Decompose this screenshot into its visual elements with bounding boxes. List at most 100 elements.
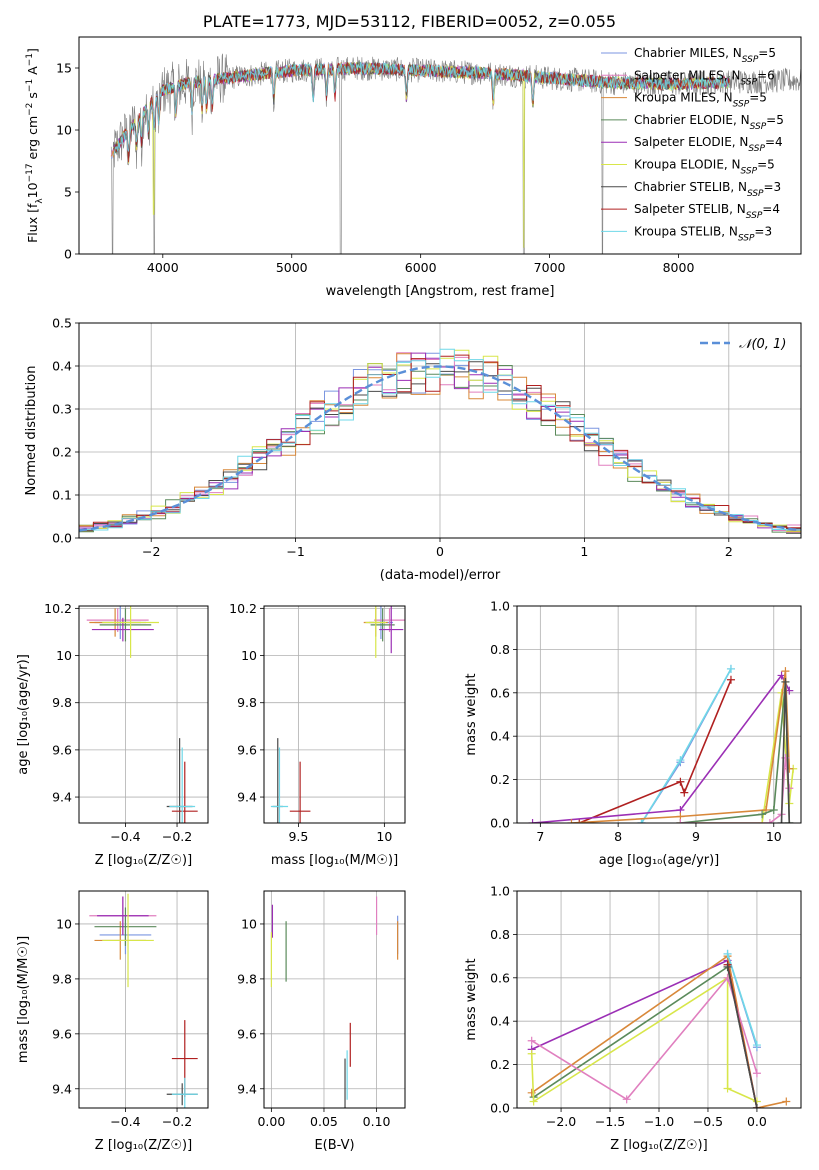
legend-label-text: Chabrier STELIB, N <box>634 180 747 194</box>
x-tick-label: 5000 <box>276 260 308 275</box>
x-axis-label: age [log₁₀(age/yr)] <box>599 853 720 868</box>
panel-mass_weight_vs_Z: −2.0 −1.5 −1.0 −0.5 0.0 0.0 0.2 0.4 0.6 0.8 1.0 Z [… <box>464 884 802 1153</box>
weight-marker <box>758 819 767 823</box>
x-tick-label: −1 <box>286 544 304 559</box>
y-axis-label: Normed distribution <box>24 366 39 496</box>
x-tick-label: 8 <box>614 829 622 844</box>
weight-marker <box>527 1088 536 1097</box>
legend-label-tail: =6 <box>757 68 775 82</box>
weight-marker <box>527 1049 536 1058</box>
y-tick-label: 0.4 <box>490 729 510 744</box>
weight-marker <box>752 1041 761 1050</box>
weight-marker <box>680 788 689 797</box>
weight-line <box>680 692 794 823</box>
x-tick-label: −2.0 <box>546 1114 576 1129</box>
figure-title: PLATE=1773, MJD=53112, FIBERID=0052, z=0… <box>202 12 617 31</box>
legend-label-tail: =3 <box>764 180 782 194</box>
x-axis-label: Z [log₁₀(Z/Z☉)] <box>610 1138 707 1153</box>
x-tick-label: −0.5 <box>693 1114 723 1129</box>
weight-marker <box>769 805 778 814</box>
x-axis-label: Z [log₁₀(Z/Z☉)] <box>95 853 192 868</box>
panel-residuals: −2 −1 0 1 2 0.0 0.1 0.2 0.3 0.4 0.5 (data-model)/er… <box>24 316 802 583</box>
legend-label-tail: =3 <box>754 224 772 238</box>
legend-label-tail: =5 <box>766 113 784 127</box>
y-tick-label: 0.6 <box>490 970 510 985</box>
y-axis-label: age [log₁₀(age/yr)] <box>16 654 31 775</box>
x-tick-label: 7 <box>536 829 544 844</box>
y-tick-label: 9.4 <box>237 790 257 805</box>
weight-marker <box>781 677 790 686</box>
x-tick-label: 0.05 <box>310 1114 338 1129</box>
weight-marker <box>676 756 685 765</box>
weight-line <box>532 673 791 823</box>
y-axis-label: mass weight <box>464 673 479 755</box>
x-tick-label: 4000 <box>147 260 179 275</box>
x-tick-label: 2 <box>725 544 733 559</box>
legend-label-text: Kroupa STELIB, N <box>634 224 738 238</box>
y-axis-label-part: λ <box>35 198 45 204</box>
weight-line <box>531 954 787 1108</box>
weight-marker <box>782 1097 791 1106</box>
x-tick-label: −1.5 <box>595 1114 625 1129</box>
axes-frame <box>516 605 802 824</box>
legend-label-sub: SSP <box>742 55 759 65</box>
y-tick-label: 0.0 <box>52 531 72 546</box>
panel-spectrum: 4000 5000 6000 7000 8000 0 5 10 15 wavelength [An… <box>25 36 802 299</box>
panel-age_vs_Z: −0.4 −0.2 9.4 9.6 9.8 10 10.2 Z [log₁₀(Z/Z☉)] ag… <box>16 601 209 868</box>
y-axis-label-part: erg cm <box>25 116 40 164</box>
panel-mass_vs_Z: −0.4 −0.2 9.4 9.6 9.8 10 Z [log₁₀(Z/Z☉)] mass [… <box>16 890 209 1153</box>
y-tick-label: 9.6 <box>52 742 72 757</box>
y-tick-label: 9.6 <box>237 742 257 757</box>
y-tick-label: 0.0 <box>490 816 510 831</box>
x-tick-label: −0.4 <box>110 1114 140 1129</box>
y-tick-label: 10.2 <box>229 601 257 616</box>
y-axis-label-part: A <box>25 66 40 79</box>
legend-label: Salpeter MILES, NSSP=6 <box>634 68 775 87</box>
y-tick-label: 0.8 <box>490 642 510 657</box>
weight-marker <box>726 675 735 684</box>
legend-label-text: Salpeter MILES, N <box>634 68 741 82</box>
x-tick-label: −1.0 <box>644 1114 674 1129</box>
legend-label: Chabrier ELODIE, NSSP=5 <box>634 113 784 132</box>
y-tick-label: 10 <box>241 648 257 663</box>
axes-frame <box>78 36 802 255</box>
x-tick-label: 9 <box>692 829 700 844</box>
legend-label: Kroupa STELIB, NSSP=3 <box>634 224 772 243</box>
weight-marker <box>622 1095 631 1104</box>
weight-marker <box>676 777 685 786</box>
y-axis-label: mass [log₁₀(M/M☉)] <box>16 936 31 1063</box>
y-tick-label: 0.2 <box>490 772 510 787</box>
weight-line <box>726 966 758 1108</box>
weight-line <box>531 976 758 1101</box>
y-tick-label: 0.2 <box>52 445 72 460</box>
legend-label-sub: SSP <box>748 144 765 154</box>
x-axis-label: wavelength [Angstrom, rest frame] <box>326 284 555 299</box>
weight-marker <box>575 819 584 823</box>
y-axis-label-part: s <box>25 92 40 103</box>
weight-line <box>578 679 732 823</box>
panel-age_vs_mass: 9.5 10 9.4 9.6 9.8 10 10.2 mass [log₁₀(M/M☉)] <box>229 601 406 868</box>
legend-label-text: Kroupa ELODIE, N <box>634 158 741 172</box>
weight-marker <box>527 1036 536 1045</box>
plot-area <box>528 664 798 823</box>
y-axis-label-part: −2 <box>25 103 35 116</box>
weight-marker <box>781 667 790 676</box>
plot-area <box>270 606 405 823</box>
x-tick-label: 10 <box>376 829 392 844</box>
legend-label-tail: =5 <box>758 46 776 60</box>
x-tick-label: 0.00 <box>257 1114 285 1129</box>
weight-line <box>726 953 758 1046</box>
y-axis-label-part: 10 <box>25 182 40 198</box>
x-tick-label: 10 <box>766 829 782 844</box>
y-axis-label: Flux [fλ10−17 erg cm−2 s−1 A−1] <box>25 48 45 243</box>
x-tick-label: 1 <box>580 544 588 559</box>
legend-label-sub: SSP <box>738 233 755 243</box>
weight-marker <box>758 810 767 819</box>
weight-marker <box>765 819 774 823</box>
plot-area <box>79 348 801 536</box>
residual-histogram-line <box>79 348 801 536</box>
legend-label-tail: =4 <box>762 202 780 216</box>
weight-marker <box>529 1097 538 1106</box>
